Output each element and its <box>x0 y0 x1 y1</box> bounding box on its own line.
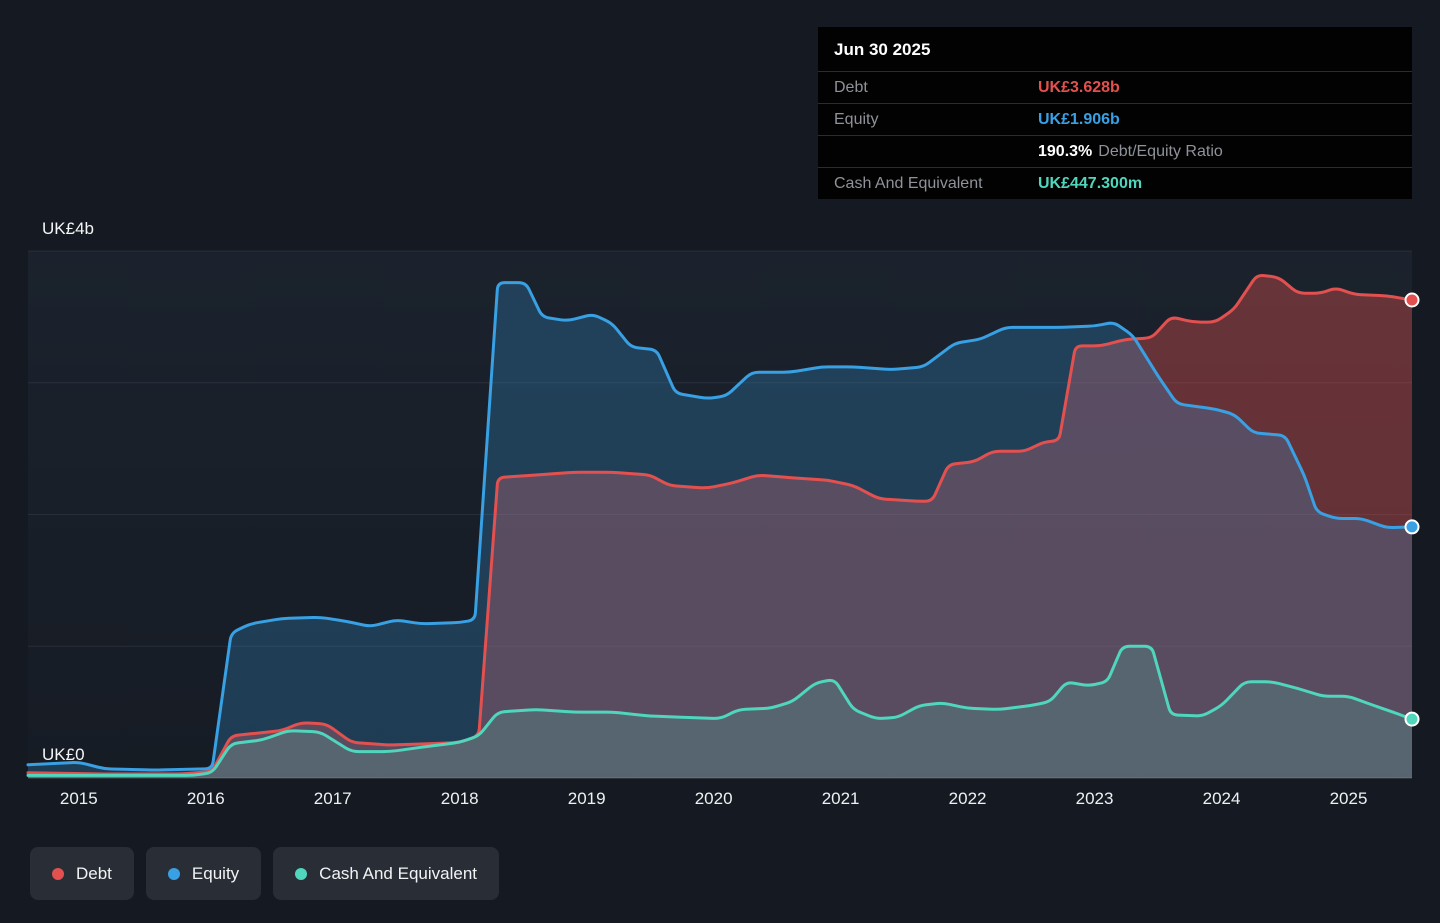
legend-item-debt[interactable]: Debt <box>30 847 134 900</box>
chart-legend: Debt Equity Cash And Equivalent <box>30 847 499 900</box>
x-tick-2021: 2021 <box>822 789 860 809</box>
x-tick-2017: 2017 <box>314 789 352 809</box>
chart-tooltip: Jun 30 2025 Debt UK£3.628b Equity UK£1.9… <box>818 27 1412 199</box>
tooltip-debt-value: UK£3.628b <box>1038 79 1120 97</box>
equity-endpoint-dot <box>1406 520 1419 533</box>
legend-item-cash[interactable]: Cash And Equivalent <box>273 847 499 900</box>
tooltip-row-equity: Equity UK£1.906b <box>818 103 1412 135</box>
equity-color-dot <box>168 868 180 880</box>
tooltip-cash-label: Cash And Equivalent <box>834 175 1038 193</box>
tooltip-ratio-label: Debt/Equity Ratio <box>1098 143 1223 161</box>
cash-endpoint-dot <box>1406 713 1419 726</box>
x-tick-2024: 2024 <box>1203 789 1241 809</box>
y-axis-label-top: UK£4b <box>42 219 94 239</box>
x-axis: 2015 2016 2017 2018 2019 2020 2021 2022 2023 2024… <box>0 789 1440 815</box>
x-tick-2023: 2023 <box>1076 789 1114 809</box>
tooltip-debt-label: Debt <box>834 79 1038 97</box>
legend-item-label: Cash And Equivalent <box>319 864 477 884</box>
x-tick-2018: 2018 <box>441 789 479 809</box>
chart-plot-area[interactable] <box>28 251 1412 778</box>
x-tick-2022: 2022 <box>949 789 987 809</box>
tooltip-row-ratio: 190.3% Debt/Equity Ratio <box>818 135 1412 167</box>
tooltip-ratio-value: 190.3% <box>1038 143 1092 161</box>
y-axis-label-bottom: UK£0 <box>42 745 85 765</box>
legend-item-label: Equity <box>192 864 239 884</box>
tooltip-row-debt: Debt UK£3.628b <box>818 71 1412 103</box>
page-root: { "tooltip": { "date": "Jun 30 2025", "d… <box>0 0 1440 923</box>
debt-color-dot <box>52 868 64 880</box>
x-tick-2019: 2019 <box>568 789 606 809</box>
tooltip-date: Jun 30 2025 <box>818 27 1412 71</box>
debt-endpoint-dot <box>1406 294 1419 307</box>
tooltip-equity-label: Equity <box>834 111 1038 129</box>
x-tick-2015: 2015 <box>60 789 98 809</box>
tooltip-equity-value: UK£1.906b <box>1038 111 1120 129</box>
x-tick-2020: 2020 <box>695 789 733 809</box>
x-tick-2016: 2016 <box>187 789 225 809</box>
x-tick-2025: 2025 <box>1330 789 1368 809</box>
tooltip-row-cash: Cash And Equivalent UK£447.300m <box>818 167 1412 199</box>
legend-item-equity[interactable]: Equity <box>146 847 261 900</box>
tooltip-cash-value: UK£447.300m <box>1038 175 1142 193</box>
legend-item-label: Debt <box>76 864 112 884</box>
cash-color-dot <box>295 868 307 880</box>
